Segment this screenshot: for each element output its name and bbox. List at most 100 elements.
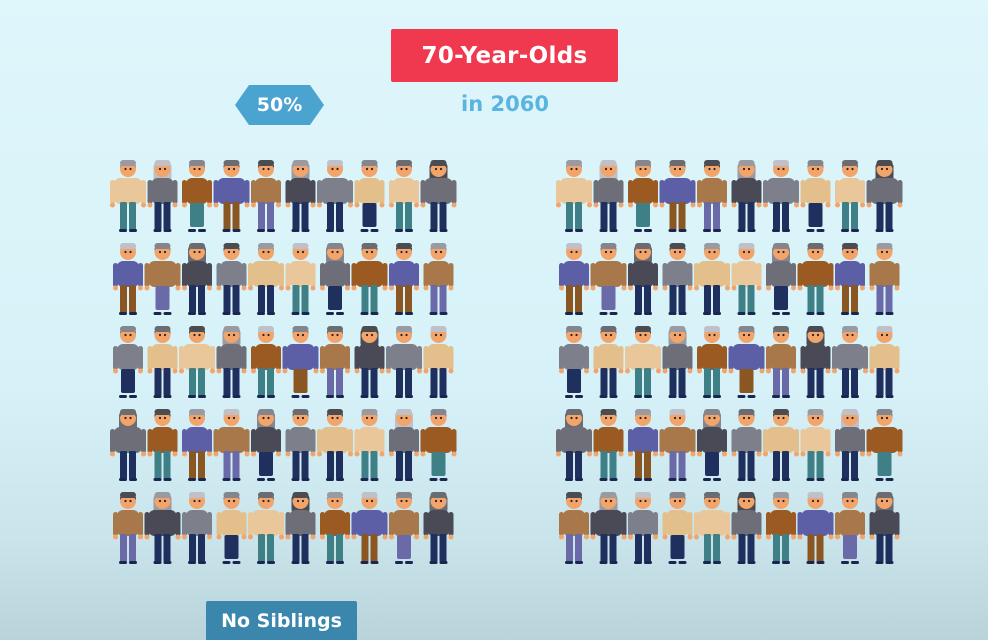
- person-figure: [389, 409, 419, 481]
- person-figure: [625, 326, 661, 398]
- person-figure: [216, 326, 247, 398]
- person-figure: [317, 160, 353, 232]
- person-figure: [628, 160, 658, 232]
- person-figure: [389, 243, 419, 315]
- person-figure: [590, 492, 627, 564]
- person-figure: [320, 243, 350, 315]
- person-figure: [731, 243, 762, 315]
- percentage-text: 50%: [256, 94, 303, 116]
- person-figure: [182, 243, 212, 315]
- person-figure: [593, 409, 624, 481]
- person-figure: [285, 492, 316, 564]
- person-figure: [800, 409, 831, 481]
- person-figure: [147, 409, 178, 481]
- person-figure: [248, 492, 284, 564]
- person-figure: [113, 326, 143, 398]
- person-figure: [285, 160, 316, 232]
- person-figure: [869, 243, 900, 315]
- person-figure: [731, 492, 762, 564]
- person-figure: [182, 409, 212, 481]
- person-figure: [866, 160, 903, 232]
- person-figure: [251, 326, 281, 398]
- person-figure: [662, 243, 693, 315]
- person-figure: [213, 160, 250, 232]
- person-figure: [835, 243, 865, 315]
- person-figure: [694, 492, 730, 564]
- person-figure: [763, 160, 799, 232]
- person-figure: [556, 160, 592, 232]
- person-figure: [317, 409, 353, 481]
- person-figure: [628, 492, 658, 564]
- person-figure: [420, 160, 457, 232]
- person-figure: [556, 409, 592, 481]
- person-figure: [766, 326, 796, 398]
- person-figure: [659, 409, 696, 481]
- person-figure: [282, 326, 319, 398]
- title-badge: 70-Year-Olds: [391, 29, 618, 82]
- person-figure: [628, 409, 658, 481]
- person-figure: [320, 492, 350, 564]
- person-figure: [216, 492, 247, 564]
- person-figure: [251, 409, 281, 481]
- person-figure: [423, 243, 454, 315]
- person-figure: [662, 326, 693, 398]
- person-figure: [763, 409, 799, 481]
- person-figure: [144, 492, 181, 564]
- people-group-right: [554, 155, 904, 575]
- person-figure: [662, 492, 693, 564]
- no-siblings-text: No Siblings: [221, 609, 342, 632]
- person-figure: [354, 409, 385, 481]
- person-figure: [113, 492, 143, 564]
- person-figure: [423, 492, 454, 564]
- person-figure: [731, 409, 762, 481]
- person-figure: [285, 243, 316, 315]
- subtitle-text: in 2060: [461, 92, 549, 116]
- person-figure: [559, 243, 589, 315]
- person-figure: [351, 243, 388, 315]
- person-figure: [559, 326, 589, 398]
- person-figure: [590, 243, 627, 315]
- person-figure: [628, 243, 658, 315]
- person-figure: [213, 409, 250, 481]
- person-figure: [559, 492, 589, 564]
- person-figure: [320, 326, 350, 398]
- person-figure: [800, 160, 831, 232]
- person-figure: [766, 243, 796, 315]
- person-figure: [659, 160, 696, 232]
- person-figure: [835, 409, 865, 481]
- person-figure: [354, 160, 385, 232]
- person-figure: [216, 243, 247, 315]
- person-figure: [797, 492, 834, 564]
- person-figure: [144, 243, 181, 315]
- hexagon-shape: [235, 85, 324, 125]
- person-figure: [835, 492, 865, 564]
- person-figure: [147, 326, 178, 398]
- person-figure: [110, 160, 146, 232]
- person-figure: [354, 326, 385, 398]
- person-figure: [800, 326, 831, 398]
- person-figure: [179, 326, 215, 398]
- person-figure: [697, 326, 727, 398]
- person-figure: [389, 160, 419, 232]
- person-figure: [386, 326, 422, 398]
- person-figure: [248, 243, 284, 315]
- person-figure: [697, 160, 727, 232]
- people-grid-right: [556, 160, 903, 564]
- person-figure: [420, 409, 457, 481]
- person-figure: [866, 409, 903, 481]
- person-figure: [766, 492, 796, 564]
- person-figure: [835, 160, 865, 232]
- person-figure: [593, 326, 624, 398]
- person-figure: [832, 326, 868, 398]
- person-figure: [728, 326, 765, 398]
- person-figure: [797, 243, 834, 315]
- person-figure: [694, 243, 730, 315]
- person-figure: [423, 326, 454, 398]
- people-grid-left: [110, 160, 457, 564]
- percentage-badge: 50%: [235, 85, 324, 125]
- person-figure: [147, 160, 178, 232]
- person-figure: [251, 160, 281, 232]
- person-figure: [731, 160, 762, 232]
- person-figure: [869, 492, 900, 564]
- title-text: 70-Year-Olds: [421, 42, 588, 69]
